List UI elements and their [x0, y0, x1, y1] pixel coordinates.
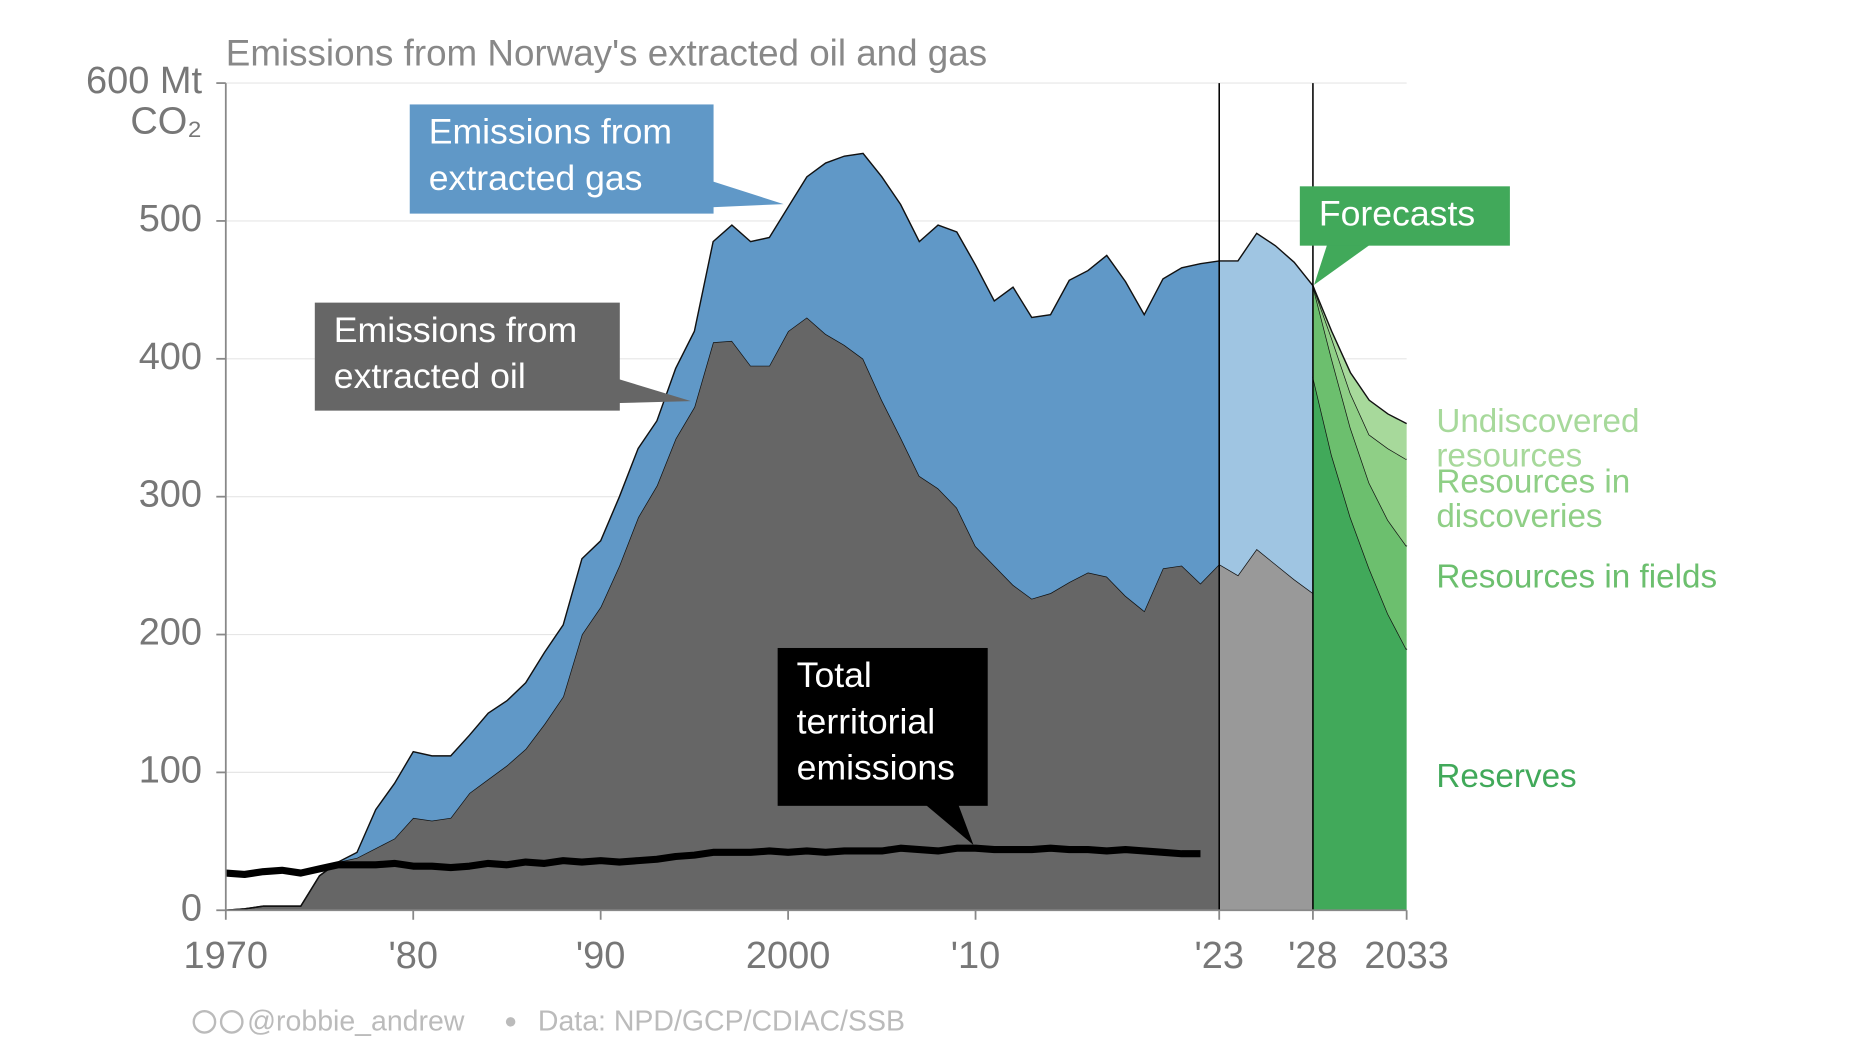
callout-box: [1299, 186, 1510, 246]
area: [225, 153, 1220, 911]
area-outline: [225, 152, 1314, 911]
x-tick-label: '23: [1194, 935, 1243, 977]
cc-icons: [192, 1009, 244, 1034]
y-tick-label: 500: [139, 198, 202, 240]
line: [225, 844, 1201, 878]
series-label-text: Resources in discoveries: [1436, 464, 1631, 535]
callout: Emissions from extracted oil: [333, 310, 578, 397]
y-unit: CO₂: [130, 100, 202, 142]
callout-box: [409, 104, 714, 214]
area: [1219, 233, 1313, 594]
x-tick-label: '90: [576, 935, 625, 977]
area: [1219, 549, 1313, 911]
series-label-text: Undiscovered resources: [1436, 403, 1640, 474]
x-tick-label: 2033: [1364, 935, 1448, 977]
forecast-outline: [1312, 285, 1407, 425]
callout-text: Total territorial emissions: [796, 656, 955, 789]
callout: Forecasts: [1318, 194, 1476, 234]
callout-pointer: [1314, 237, 1377, 285]
callout: Total territorial emissions: [796, 656, 955, 789]
forecast-area: [1312, 285, 1407, 547]
chart-title: Emissions from Norway's extracted oil an…: [226, 32, 987, 73]
y-tick-label: 600 Mt: [86, 60, 203, 102]
y-tick-label: 400: [139, 336, 202, 378]
callout-box: [314, 302, 620, 411]
x-tick-label: '28: [1288, 935, 1337, 977]
callout-pointer: [914, 795, 974, 845]
separator: [505, 1017, 516, 1027]
callout-text: Forecasts: [1318, 194, 1476, 234]
forecast-area: [1312, 376, 1407, 911]
x-tick-label: '80: [388, 935, 437, 977]
series-label-text: Reserves: [1436, 758, 1577, 794]
callout-text: Emissions from extracted oil: [333, 310, 578, 397]
callout-box: [777, 647, 988, 806]
x-tick-label: '10: [951, 935, 1000, 977]
y-tick-label: 100: [139, 749, 202, 791]
series-label: Undiscovered resources: [1436, 403, 1640, 474]
y-tick-label: 300: [139, 474, 202, 516]
callout: Emissions from extracted gas: [428, 112, 673, 199]
y-tick-label: 0: [181, 887, 202, 929]
forecast-area: [1312, 285, 1407, 460]
series-label-text: Resources in fields: [1436, 558, 1718, 595]
series-label: Resources in discoveries: [1436, 464, 1631, 535]
y-tick-label: 200: [139, 612, 202, 654]
x-tick-label: 1970: [184, 935, 268, 977]
source: Data: NPD/GCP/CDIAC/SSB: [538, 1006, 905, 1038]
x-tick-label: 2000: [746, 935, 830, 977]
series-label: Resources in fields: [1436, 558, 1718, 595]
series-label: Reserves: [1436, 758, 1577, 794]
callout-text: Emissions from extracted gas: [428, 112, 673, 199]
credit: @robbie_andrew: [247, 1006, 465, 1038]
